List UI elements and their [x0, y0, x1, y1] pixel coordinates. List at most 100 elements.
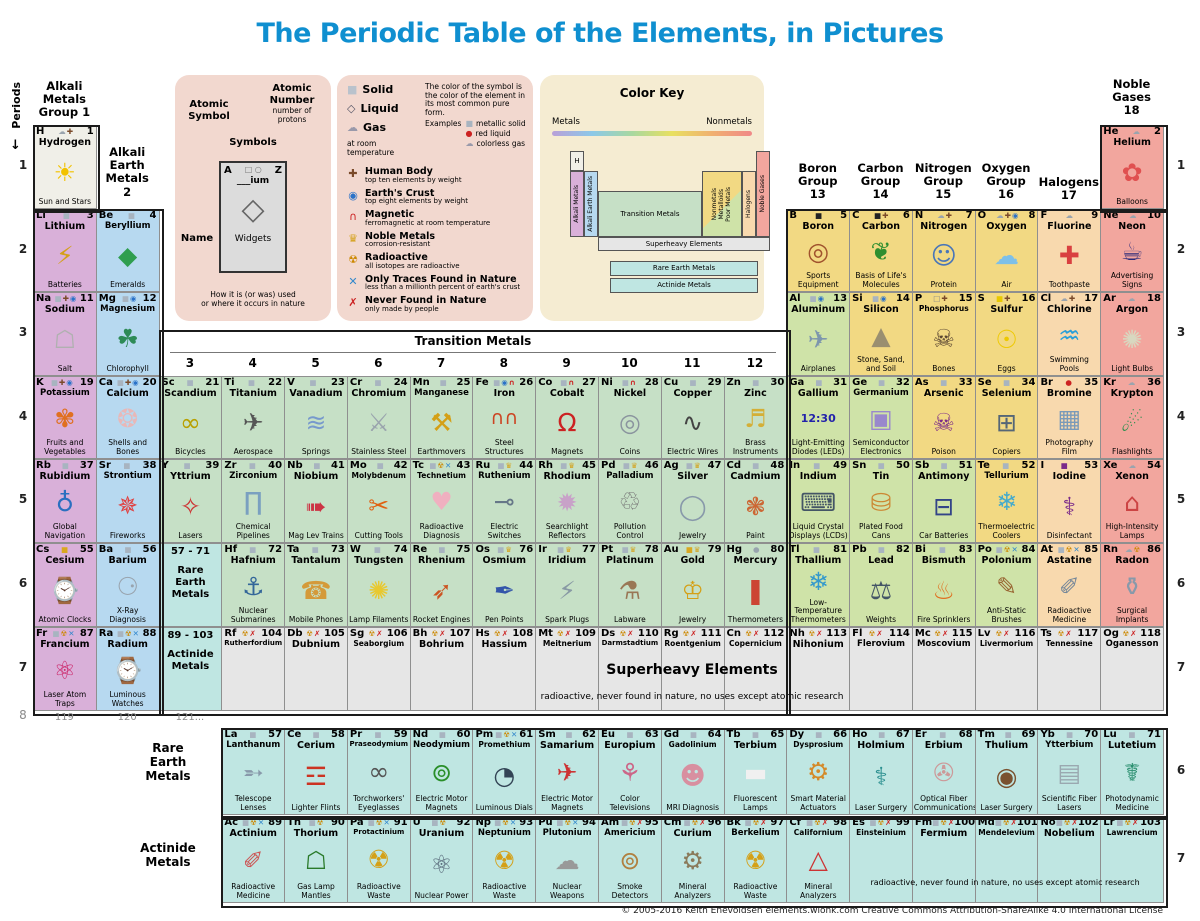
examples-list: ■ metallic solid ● red liquid ☁ colorless gas [465, 119, 525, 148]
element-V: V ■ 23 Vanadium ≋ Springs [284, 376, 348, 459]
element-caption: Copiers [992, 446, 1021, 456]
element-icons: ■ ✚ ◉ [55, 294, 77, 303]
flag-item-3: ♛ Noble Metals corrosion-resistant [347, 231, 435, 249]
element-symbol-line: Lu ■ 71 [1101, 729, 1163, 741]
element-picture: ☲ [304, 762, 328, 792]
element-icons: ■ [815, 730, 822, 739]
element-number: 77 [582, 544, 596, 555]
element-Pb: Pb ■ 82 Lead ⚖ Weights [849, 543, 913, 627]
element-La: La ■ 57 Lanthanum ➵ Telescope Lenses [221, 728, 286, 815]
metallic-solid-icon: ■ [744, 818, 752, 827]
element-symbol: Eu [601, 729, 615, 740]
element-picture: ☉ [995, 324, 1018, 354]
element-picture: ▬ [743, 758, 768, 788]
element-number: 7 [965, 210, 973, 221]
metallic-solid-icon: ■ [940, 461, 948, 470]
gas-icon: ☁ [1128, 211, 1137, 220]
element-icons: ■ [878, 378, 885, 387]
element-symbol-line: He ☁ 2 [1101, 126, 1163, 138]
element-symbol-line: Ce ■ 58 [285, 729, 347, 741]
superheavy-title: Superheavy Elements [606, 662, 778, 678]
element-icons: ■ ☢ ✗ [621, 818, 643, 827]
element-symbol-line: Ti ■ 22 [222, 377, 284, 389]
element-caption: Smart Material Actuators [790, 794, 846, 812]
element-symbol-line: Pu ■ ☢ ✕ 94 [536, 817, 598, 829]
element-caption: Photography Film [1045, 438, 1094, 456]
element-Rb: Rb ■ 37 Rubidium ♁ Global Navigation [33, 459, 97, 543]
element-picture: ♁ [55, 487, 75, 517]
element-Po: Po ■ ☢ ✕ 84 Polonium ✎ Anti-Static Brushes [974, 543, 1039, 627]
element-caption: Radioactive Waste [482, 882, 527, 900]
element-picture: ❄ [807, 567, 829, 597]
element-symbol: Dy [789, 729, 805, 740]
human-body-icon: ✚ [62, 294, 69, 303]
element-symbol: Cr [349, 377, 363, 388]
human-body-icon: ✚ [882, 211, 889, 220]
element-caption: Fire Sprinklers [917, 614, 971, 624]
element-F: F ☁ 9 Fluorine ✚ Toothpaste [1037, 209, 1102, 292]
element-number: 93 [519, 817, 534, 828]
element-number: 61 [519, 729, 534, 740]
element-caption: Toothpaste [1048, 279, 1090, 289]
element-caption: MRI Diagnosis [666, 802, 720, 812]
element-Eu: Eu ■ 63 Europium ⚘ Color Televisions [598, 728, 662, 815]
flag-sub: all isotopes are radioactive [365, 261, 460, 270]
metallic-solid-icon: ■ [121, 294, 130, 303]
radioactive-icon: ☢ [995, 629, 1003, 638]
element-name: Thorium [293, 827, 339, 839]
element-icons: ☢ ✗ [368, 629, 382, 638]
element-Pu: Pu ■ ☢ ✕ 94 Plutonium ☁ Nuclear Weapons [535, 816, 599, 903]
element-symbol: P [914, 293, 923, 304]
element-icons: ■ ☢ ✕ [117, 629, 139, 638]
element-Rn: Rn ☁ ☢ 86 Radon ⚱ Surgical Implants [1100, 543, 1164, 627]
element-icons: ☁ [1129, 461, 1137, 470]
element-name: Selenium [981, 387, 1032, 399]
element-picture: ✹ [556, 487, 578, 517]
element-name: Mercury [733, 554, 778, 566]
element-No: No ■ ☢ ✗ 102 Nobelium [1037, 816, 1102, 903]
sample-a: A [224, 165, 232, 176]
element-Lr: Lr ■ ☢ ✗ 103 Lawrencium [1100, 816, 1164, 903]
element-caption: Lamp Filaments [349, 614, 409, 624]
element-icons: ■ [940, 461, 947, 470]
element-icons: ■ ☢ ✕ [495, 730, 517, 739]
metallic-solid-icon: ■ [1055, 818, 1063, 827]
element-icons: ■ [184, 461, 191, 470]
element-number: 4 [149, 210, 157, 221]
element-name: Nobelium [1043, 827, 1095, 839]
state-icon: ☁ [347, 121, 358, 134]
element-symbol: Tm [977, 729, 995, 740]
element-name: Berkelium [731, 827, 780, 838]
element-symbol-line: K ■ ✚ ◉ 19 [34, 377, 96, 389]
gas-icon: ☁ [1127, 294, 1136, 303]
element-picture: ➶ [431, 575, 453, 605]
period-number-right-4: 4 [1176, 408, 1186, 423]
element-name: Plutonium [542, 827, 592, 838]
element-name: Polonium [981, 554, 1032, 566]
element-caption: Laser Atom Traps [43, 690, 87, 708]
element-icons: ☢ ✗ [620, 629, 634, 638]
element-symbol: Fr [36, 628, 48, 639]
radioactive-icon: ☢ [1057, 629, 1065, 638]
element-symbol-line: Tl ■ 81 [787, 544, 849, 556]
element-Fl: Fl ☢ ✗ 114 Flerovium [849, 627, 913, 711]
element-icons: ■ [1061, 461, 1068, 470]
radioactive-icon: ☢ [1124, 818, 1132, 827]
element-picture: ◉ [995, 762, 1018, 792]
element-number: 16 [1021, 293, 1036, 304]
element-number: 78 [644, 544, 659, 555]
element-picture [976, 836, 1038, 902]
element-symbol: B [789, 210, 797, 221]
gas-icon: ☁ [996, 211, 1004, 220]
element-caption: Sun and Stars [38, 196, 92, 206]
element-picture: ✺ [1121, 324, 1143, 354]
never-found-icon: ✗ [821, 818, 829, 827]
element-K: K ■ ✚ ◉ 19 Potassium ✾ Fruits and Vegetables [33, 376, 97, 459]
sample-picture: ◇ [241, 192, 265, 227]
element-icons: ■ ♛ [557, 545, 572, 554]
element-Hg: Hg ● 80 Mercury ❚ Thermometers [723, 543, 788, 627]
traces-icon: ✕ [132, 629, 139, 638]
element-symbol-line: Np ■ ☢ ✕ 93 [473, 817, 535, 829]
element-icons: ■ [313, 461, 320, 470]
